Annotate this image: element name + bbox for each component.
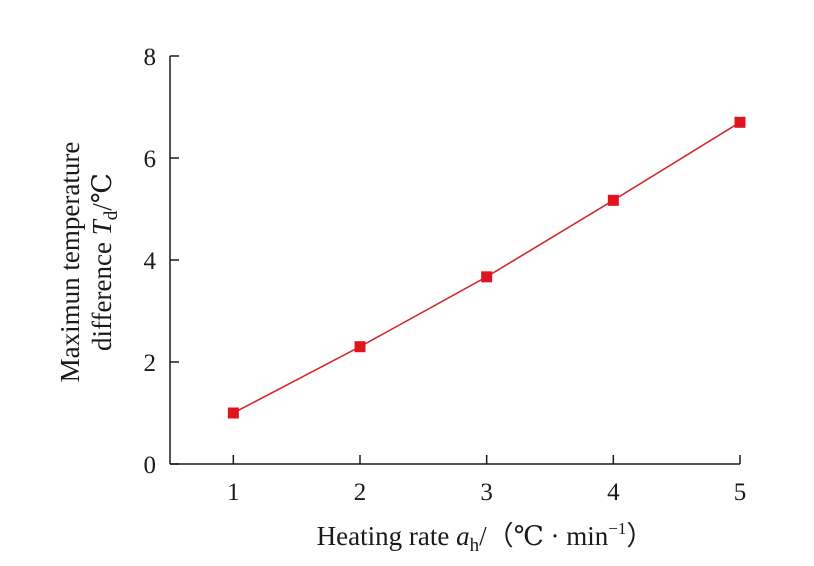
ticks: 0 2 4 6 8 1 2 3 4 5 — [144, 44, 747, 506]
x-tick-label-5: 5 — [734, 479, 747, 506]
data-point-4 — [607, 194, 619, 206]
x-axis-title-main: Heating rate — [317, 521, 456, 551]
x-tick-label-3: 3 — [480, 479, 493, 506]
y-axis-title-unit: /℃ — [87, 173, 117, 211]
axes — [169, 56, 740, 465]
y-tick-label-6: 6 — [144, 146, 157, 173]
y-axis-title-var: T — [87, 218, 117, 235]
y-tick-label-4: 4 — [144, 248, 157, 275]
x-axis-title: Heating rate ah/（℃ · min−1） — [317, 519, 654, 556]
data-point-2 — [354, 341, 366, 353]
data-point-3 — [481, 271, 493, 283]
x-axis-title-unit: /（℃ · min — [479, 521, 609, 551]
x-tick-label-2: 2 — [354, 479, 367, 506]
y-tick-label-2: 2 — [144, 350, 157, 377]
y-axis-title: Maximun temperature difference Td/℃ — [55, 142, 122, 383]
y-axis-title-var-sub: d — [101, 210, 122, 220]
y-axis-title-line2: difference Td/℃ — [87, 173, 122, 351]
data-point-1 — [227, 407, 239, 419]
y-axis-title-line2-main: difference — [87, 235, 117, 351]
series-line-0 — [232, 121, 741, 414]
data-point-5 — [734, 116, 746, 128]
y-axis-title-line1: Maximun temperature — [55, 142, 85, 383]
x-axis-title-unit-sup: −1 — [608, 519, 626, 538]
x-axis-title-unit-close: ） — [626, 521, 653, 551]
x-axis-title-var: a — [456, 521, 470, 551]
x-axis-title-var-sub: h — [470, 535, 480, 556]
x-tick-label-4: 4 — [607, 479, 620, 506]
series-layer — [227, 116, 746, 419]
y-tick-label-0: 0 — [144, 452, 157, 479]
x-tick-label-1: 1 — [227, 479, 240, 506]
y-tick-label-8: 8 — [144, 44, 157, 71]
